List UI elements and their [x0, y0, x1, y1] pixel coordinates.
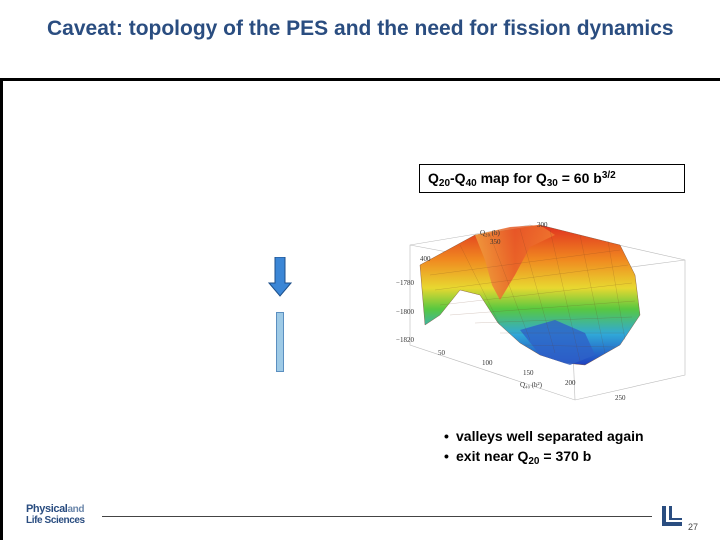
tick-label: 200 [565, 379, 576, 387]
slide-title: Caveat: topology of the PES and the need… [47, 17, 674, 40]
list-item: • exit near Q20 = 370 b [444, 448, 592, 467]
bullet-marker: • [444, 448, 449, 464]
q20-axis-label: Q₂₀ (b) [480, 229, 501, 237]
footer-divider [102, 516, 652, 517]
tick-label: 150 [523, 369, 534, 377]
left-border [0, 81, 3, 540]
pes-surface-plot: Q₂₀ (b) 300 350 400 −1780 −1800 −1820 50… [396, 221, 686, 402]
down-arrow-icon [268, 257, 292, 297]
tick-label: −1800 [396, 308, 414, 316]
title-divider [0, 78, 720, 81]
tick-label: 350 [490, 238, 501, 246]
surface-mesh [429, 228, 636, 362]
page-number: 27 [688, 522, 699, 532]
bar-marker [276, 312, 284, 372]
tick-label: 100 [482, 359, 493, 367]
map-caption: Q20-Q40 map for Q30 = 60 b3/2 [419, 164, 685, 193]
surface-valley [520, 320, 595, 365]
q40-axis-label: Q₄₀ (b²) [520, 381, 543, 389]
tick-label: 400 [420, 255, 431, 263]
bullet-list: • valleys well separated again • exit near… [444, 426, 714, 467]
tick-label: 50 [438, 349, 446, 357]
list-item: • valleys well separated again [444, 428, 644, 444]
tick-label: −1820 [396, 336, 414, 344]
llnl-logo-icon [662, 506, 682, 526]
tick-label: 250 [615, 394, 626, 402]
tick-label: 300 [537, 221, 548, 229]
surface-ridge [475, 225, 555, 300]
physical-life-sciences-logo: Physicaland Life Sciences [26, 503, 85, 527]
tick-label: −1780 [396, 279, 414, 287]
bullet-marker: • [444, 428, 449, 444]
